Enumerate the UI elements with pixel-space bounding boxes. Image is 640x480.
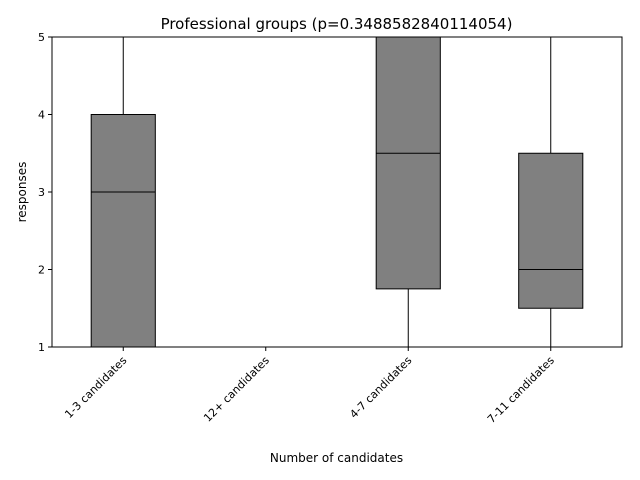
y-axis-label: responses xyxy=(15,162,29,223)
plot-area: 1 2 3 4 5 1-3 candidates 12+ candidates 4-7 can… xyxy=(38,31,623,426)
x-tick-label-12-candidates: 12+ candidates xyxy=(201,354,272,425)
y-tick-label-3: 3 xyxy=(38,186,45,199)
x-tick-label-4-7-candidates: 4-7 candidates xyxy=(347,354,414,421)
chart-title: Professional groups (p=0.348858284011405… xyxy=(161,15,513,33)
x-tick-label-1-3-candidates: 1-3 candidates xyxy=(62,354,129,421)
y-tick-label-2: 2 xyxy=(38,264,45,277)
box-1-3-candidates xyxy=(90,114,156,348)
y-tick-label-4: 4 xyxy=(38,109,45,122)
box-4-7-candidates xyxy=(375,36,441,290)
box-7-11-candidates xyxy=(518,152,584,309)
y-tick-label-5: 5 xyxy=(38,31,45,44)
x-tick-label-7-11-candidates: 7-11 candidates xyxy=(485,354,557,426)
x-axis-label: Number of candidates xyxy=(270,451,403,465)
y-tick-label-1: 1 xyxy=(38,341,45,354)
